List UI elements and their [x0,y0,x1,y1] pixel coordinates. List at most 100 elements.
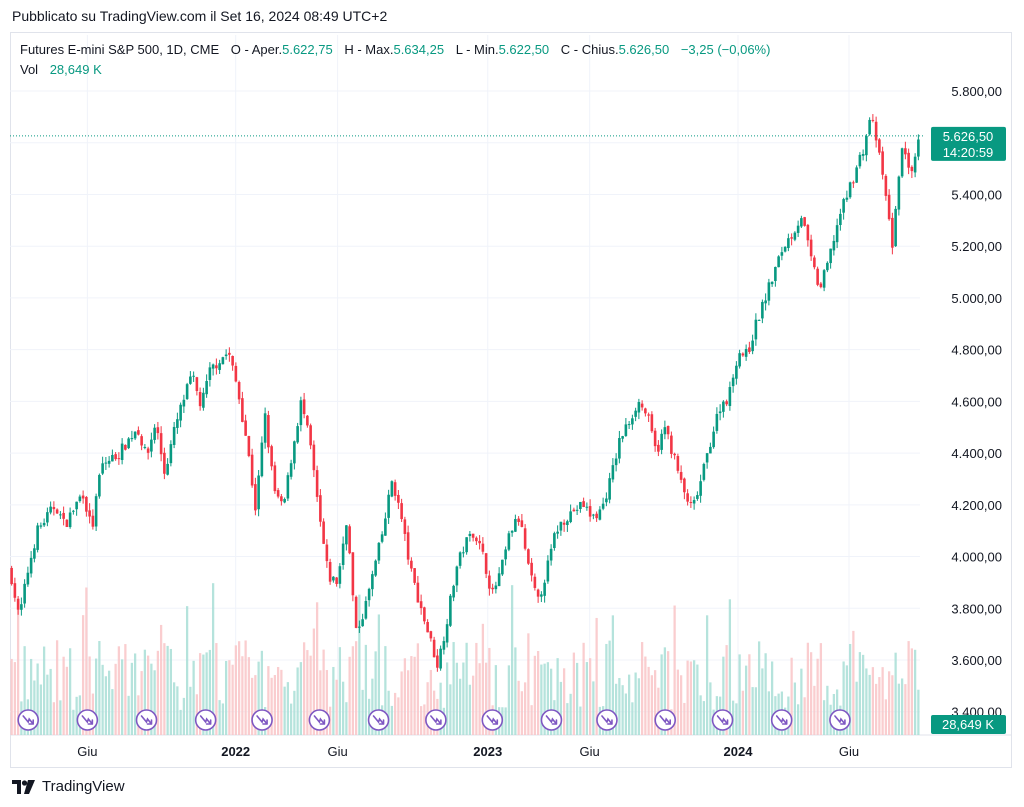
candle-body[interactable] [387,494,390,518]
candle-body[interactable] [257,475,260,510]
candle-body[interactable] [640,403,644,408]
candle-body[interactable] [699,481,702,496]
candle-body[interactable] [465,537,468,553]
candle-body[interactable] [848,182,852,198]
candle-body[interactable] [754,319,758,340]
candle-body[interactable] [627,424,631,426]
candle-body[interactable] [913,156,917,173]
candle-body[interactable] [858,154,862,167]
candle-body[interactable] [33,548,36,559]
candle-body[interactable] [231,355,234,366]
candle-body[interactable] [780,252,784,256]
candle-body[interactable] [598,509,602,520]
candle-body[interactable] [468,533,472,537]
candle-body[interactable] [852,182,855,184]
candle-body[interactable] [413,568,416,583]
candle-body[interactable] [787,238,790,249]
candle-body[interactable] [481,543,485,552]
candle-body[interactable] [81,495,85,499]
candle-body[interactable] [761,301,764,319]
candle-body[interactable] [783,246,787,252]
candle-body[interactable] [504,549,507,560]
candle-body[interactable] [42,522,46,526]
candle-body[interactable] [358,626,361,628]
candle-body[interactable] [494,585,498,590]
candle-body[interactable] [111,454,114,462]
candle-body[interactable] [377,542,381,561]
candle-body[interactable] [439,648,442,669]
candle-body[interactable] [429,631,433,639]
candle-body[interactable] [458,552,462,566]
candle-body[interactable] [59,514,62,516]
candle-body[interactable] [205,381,208,395]
candle-body[interactable] [101,463,104,474]
candle-body[interactable] [579,501,582,509]
candle-body[interactable] [224,354,228,357]
candle-body[interactable] [478,540,481,544]
candle-body[interactable] [39,525,43,527]
candle-body[interactable] [228,352,231,355]
candle-body[interactable] [107,460,111,464]
candle-body[interactable] [696,495,699,499]
candle-body[interactable] [624,424,628,436]
candle-body[interactable] [491,587,494,590]
candle-body[interactable] [208,367,212,380]
candle-body[interactable] [514,519,517,532]
candle-body[interactable] [686,493,689,502]
candle-body[interactable] [556,531,559,534]
candle-body[interactable] [153,427,156,440]
candle-body[interactable] [338,566,342,584]
candle-body[interactable] [325,544,329,562]
candle-body[interactable] [777,256,780,268]
candle-body[interactable] [757,319,761,321]
candle-body[interactable] [221,357,225,365]
candle-body[interactable] [442,641,446,650]
candle-body[interactable] [133,431,137,439]
candle-body[interactable] [13,583,17,598]
candle-body[interactable] [91,515,95,527]
candle-body[interactable] [455,566,459,586]
candle-body[interactable] [543,582,546,596]
candle-body[interactable] [540,594,543,597]
candle-body[interactable] [341,543,345,565]
candle-body[interactable] [104,462,108,464]
candle-body[interactable] [634,410,637,417]
candle-body[interactable] [163,452,166,474]
candle-body[interactable] [423,607,426,622]
candle-body[interactable] [601,503,605,509]
candle-body[interactable] [705,453,709,463]
candle-body[interactable] [637,402,641,413]
candle-body[interactable] [72,510,75,512]
candle-body[interactable] [793,232,797,240]
candle-body[interactable] [709,446,712,454]
candle-body[interactable] [98,474,101,497]
candle-body[interactable] [335,577,338,584]
candle-body[interactable] [488,575,491,589]
candle-body[interactable] [774,266,777,282]
candle-body[interactable] [618,438,621,459]
candle-body[interactable] [406,532,410,560]
candle-body[interactable] [302,399,306,415]
candle-body[interactable] [790,237,793,239]
candle-body[interactable] [887,194,891,220]
candle-body[interactable] [328,562,332,582]
candle-body[interactable] [124,444,127,450]
candle-body[interactable] [432,639,436,658]
candle-body[interactable] [29,557,33,574]
candle-body[interactable] [559,521,563,531]
candle-body[interactable] [218,363,221,370]
candle-body[interactable] [553,533,556,549]
candle-body[interactable] [819,283,823,288]
candle-body[interactable] [614,458,618,466]
candle-body[interactable] [829,248,832,264]
candle-body[interactable] [572,509,576,512]
candle-body[interactable] [861,154,865,156]
candle-body[interactable] [410,560,413,569]
candle-body[interactable] [426,621,429,633]
candle-body[interactable] [666,425,670,435]
candle-body[interactable] [452,585,455,598]
candle-body[interactable] [842,199,845,213]
candle-body[interactable] [722,401,725,412]
candle-body[interactable] [260,442,264,477]
candle-body[interactable] [874,121,878,141]
